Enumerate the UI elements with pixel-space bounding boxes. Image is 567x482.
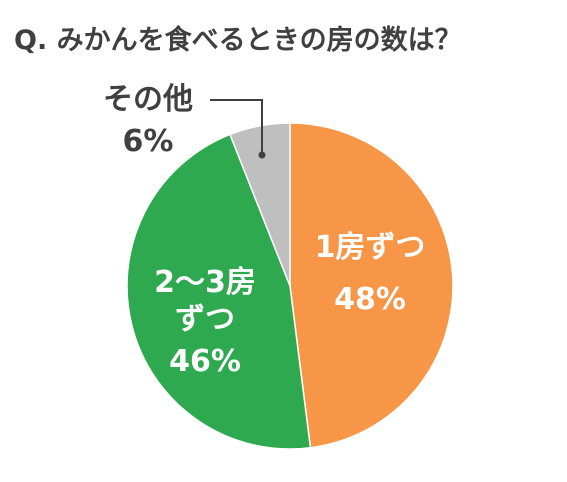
pie-slice (126, 133, 312, 450)
leader-dot (258, 151, 266, 159)
value-label: 6% (122, 124, 174, 159)
slice-label: 2〜3房ずつ (154, 265, 256, 337)
value-label: 46% (169, 344, 241, 379)
slice-label: 1房ずつ (314, 230, 426, 265)
pie-slice (289, 122, 454, 449)
slice-label: その他 (103, 82, 193, 117)
leader-line (210, 99, 263, 155)
pie-slice (229, 122, 291, 287)
value-label: 48% (334, 282, 406, 317)
chart-title: Q. みかんを食べるときの房の数は？ (14, 25, 462, 56)
